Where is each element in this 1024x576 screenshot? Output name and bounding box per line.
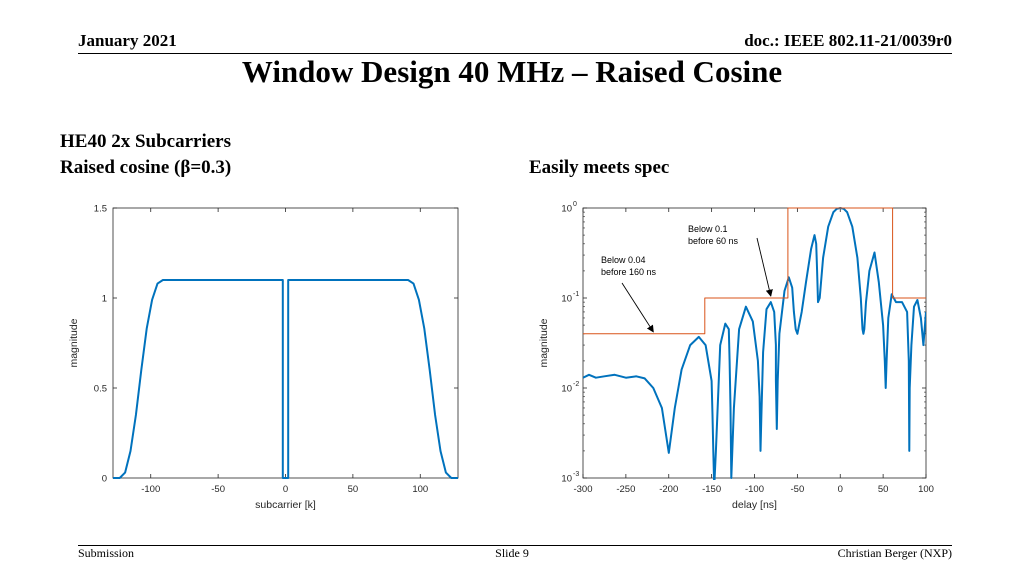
header-doc-id: doc.: IEEE 802.11-21/0039r0	[744, 31, 952, 50]
x-tick-label: -150	[702, 484, 721, 495]
y-tick-exponent: -1	[573, 291, 579, 298]
x-tick-label: 100	[918, 484, 934, 495]
subtitle-subcarriers: HE40 2x Subcarriers	[60, 131, 231, 152]
y-tick-label: 10	[561, 294, 572, 305]
spec-mask-line	[583, 207, 926, 335]
y-axis-label: magnitude	[68, 318, 80, 367]
annotation-arrow	[756, 237, 773, 297]
x-tick-label: 50	[348, 484, 359, 495]
y-tick-label: 1.5	[94, 204, 107, 215]
x-tick-label: -50	[791, 484, 805, 495]
x-tick-label: 50	[878, 484, 889, 495]
x-tick-label: -100	[141, 484, 160, 495]
annotation-arrow	[621, 282, 654, 333]
header-rule	[78, 53, 952, 54]
y-tick-exponent: 0	[573, 201, 577, 208]
footer-author: Christian Berger (NXP)	[837, 546, 952, 560]
annotation-text: Below 0.04	[601, 255, 646, 265]
y-tick-label: 0	[102, 474, 107, 485]
y-tick-label: 1	[102, 294, 107, 305]
y-tick-label: 10	[561, 204, 572, 215]
x-tick-label: 0	[838, 484, 843, 495]
slide-title: Window Design 40 MHz – Raised Cosine	[241, 54, 783, 89]
x-tick-label: -250	[616, 484, 635, 495]
footer-submission: Submission	[78, 546, 135, 560]
y-tick-exponent: -3	[573, 471, 579, 478]
axes-box	[582, 207, 927, 479]
y-tick-label: 0.5	[94, 384, 107, 395]
annotation-text: before 60 ns	[688, 236, 739, 246]
series-line	[113, 279, 458, 479]
x-axis-label: subcarrier [k]	[255, 499, 316, 511]
x-tick-label: 100	[412, 484, 428, 495]
y-tick-label: 10	[561, 384, 572, 395]
x-tick-label: -200	[659, 484, 678, 495]
x-tick-label: -50	[211, 484, 225, 495]
annotation-text: before 160 ns	[601, 267, 657, 277]
header-date: January 2021	[78, 31, 177, 50]
y-tick-label: 10	[561, 474, 572, 485]
y-tick-exponent: -2	[573, 381, 579, 388]
subtitle-meets-spec: Easily meets spec	[529, 157, 670, 178]
series-line	[583, 207, 926, 480]
x-tick-label: 0	[283, 484, 288, 495]
footer-rule	[78, 545, 952, 546]
x-axis-label: delay [ns]	[732, 499, 777, 511]
x-tick-label: -100	[745, 484, 764, 495]
subtitle-raised-cosine: Raised cosine (β=0.3)	[60, 157, 232, 178]
x-tick-label: -300	[573, 484, 592, 495]
annotation-text: Below 0.1	[688, 224, 728, 234]
axes-box	[112, 207, 459, 479]
footer-slide-number: Slide 9	[495, 546, 529, 560]
y-axis-label: magnitude	[538, 318, 550, 367]
